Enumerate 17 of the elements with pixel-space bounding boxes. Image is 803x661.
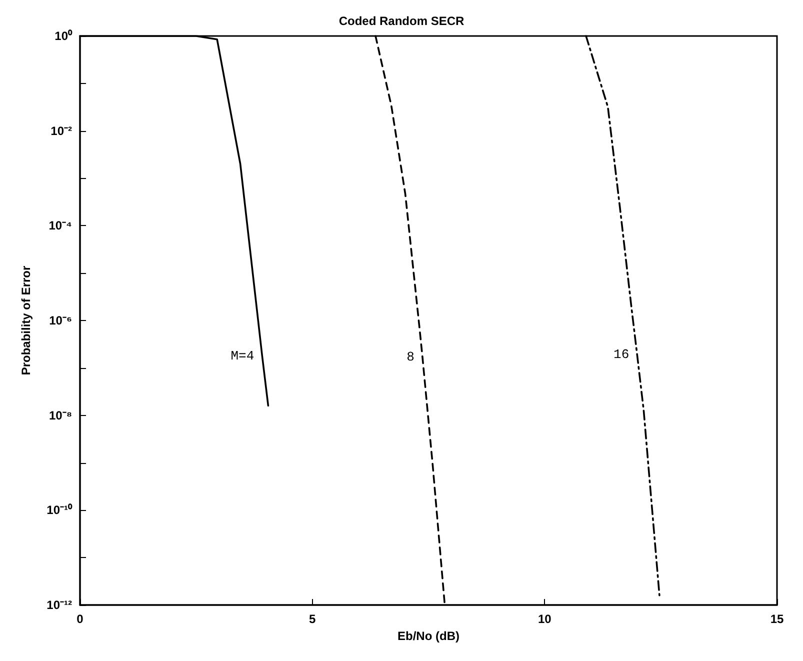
annotation: 8 <box>406 349 414 364</box>
annotation: M=4 <box>230 348 254 364</box>
y-tick-label: 10⁻⁴ <box>48 218 72 233</box>
y-tick-label: 10⁻² <box>50 124 72 138</box>
x-tick-label: 0 <box>76 612 84 626</box>
x-tick-label: 10 <box>538 612 552 626</box>
chart-title: Coded Random SECR <box>338 14 464 28</box>
y-tick-label: 10⁻¹⁰ <box>46 503 73 518</box>
y-tick-label: 10⁻⁸ <box>48 408 72 422</box>
y-axis-title: Probability of Error <box>19 266 33 376</box>
x-axis-title: Eb/No (dB) <box>398 628 460 643</box>
x-tick-label: 15 <box>770 612 784 626</box>
y-tick-label: 10⁻⁶ <box>49 314 72 328</box>
y-tick-label: 10⁰ <box>54 29 73 43</box>
annotation: 16 <box>614 347 630 362</box>
x-tick-label: 5 <box>308 612 316 626</box>
y-tick-label: 10⁻¹² <box>46 598 72 612</box>
